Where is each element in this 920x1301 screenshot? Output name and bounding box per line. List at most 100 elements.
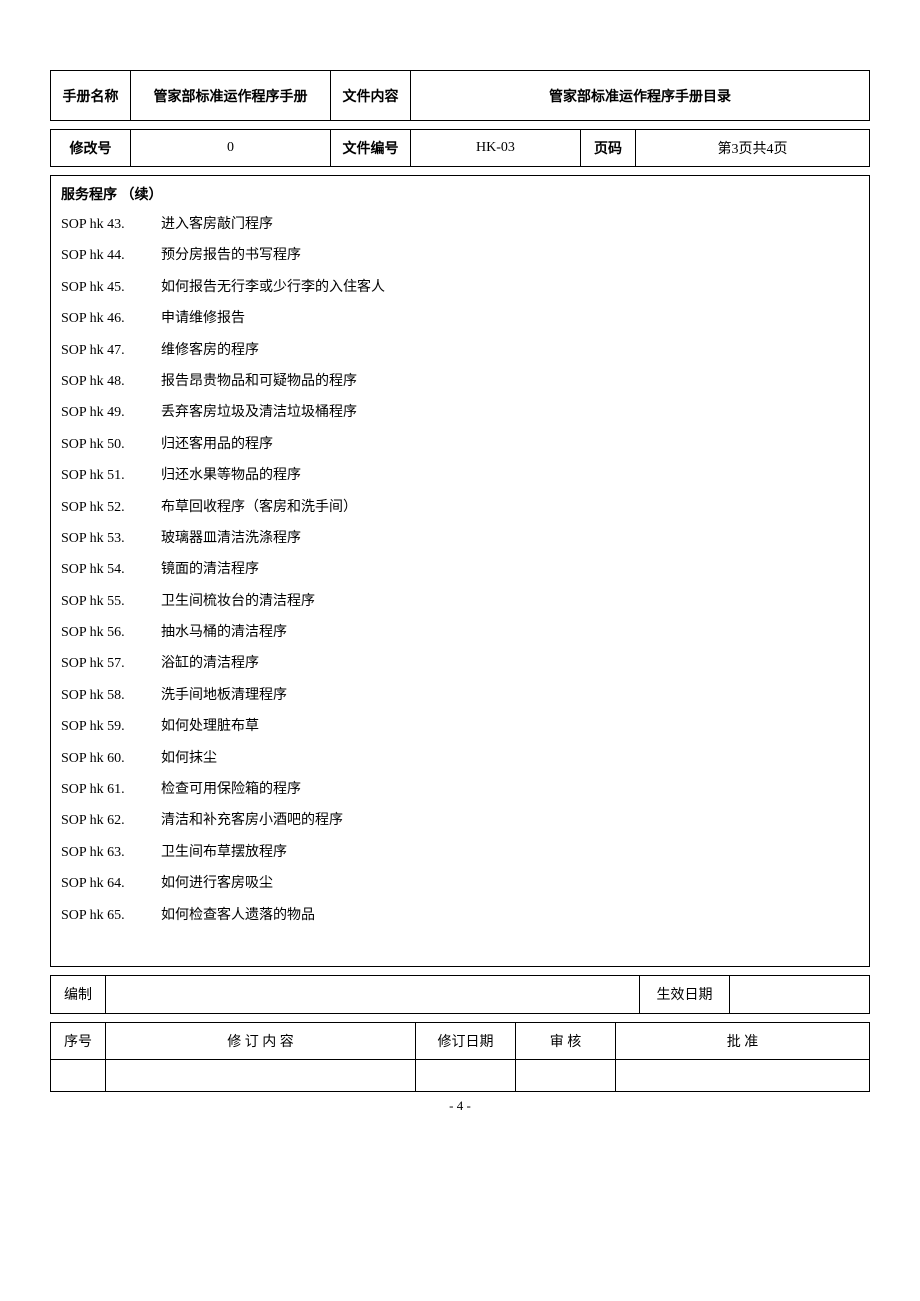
footer-compiled-table: 编制 生效日期 [50,975,870,1014]
sop-desc: 布草回收程序（客房和洗手间） [161,497,859,519]
sop-desc: 如何报告无行李或少行李的入住客人 [161,277,859,299]
sop-code: SOP hk 55. [61,591,161,613]
rev-label: 修改号 [51,130,131,167]
sop-code: SOP hk 61. [61,779,161,801]
sop-list: SOP hk 43.进入客房敲门程序SOP hk 44.预分房报告的书写程序SO… [61,214,859,927]
sop-desc: 如何进行客房吸尘 [161,873,859,895]
effective-date-label: 生效日期 [640,975,730,1013]
revision-row-empty [51,1059,870,1091]
sop-item: SOP hk 64.如何进行客房吸尘 [61,873,859,895]
doc-content-value: 管家部标准运作程序手册目录 [411,71,870,121]
sop-code: SOP hk 49. [61,402,161,424]
sop-item: SOP hk 48.报告昂贵物品和可疑物品的程序 [61,371,859,393]
sop-item: SOP hk 43.进入客房敲门程序 [61,214,859,236]
sop-item: SOP hk 53.玻璃器皿清洁洗涤程序 [61,528,859,550]
sop-desc: 洗手间地板清理程序 [161,685,859,707]
sop-code: SOP hk 44. [61,245,161,267]
page-code-value: 第3页共4页 [636,130,870,167]
sop-code: SOP hk 64. [61,873,161,895]
sop-code: SOP hk 56. [61,622,161,644]
page-number: - 4 - [50,1098,870,1114]
sop-code: SOP hk 43. [61,214,161,236]
sop-code: SOP hk 60. [61,748,161,770]
doc-no-value: HK-03 [411,130,581,167]
sop-code: SOP hk 51. [61,465,161,487]
sop-code: SOP hk 62. [61,810,161,832]
sop-item: SOP hk 46.申请维修报告 [61,308,859,330]
manual-name-label: 手册名称 [51,71,131,121]
sop-desc: 报告昂贵物品和可疑物品的程序 [161,371,859,393]
sop-desc: 预分房报告的书写程序 [161,245,859,267]
sop-desc: 检查可用保险箱的程序 [161,779,859,801]
sop-desc: 抽水马桶的清洁程序 [161,622,859,644]
sop-code: SOP hk 65. [61,905,161,927]
sop-desc: 丢弃客房垃圾及清洁垃圾桶程序 [161,402,859,424]
sop-code: SOP hk 53. [61,528,161,550]
sop-desc: 如何检查客人遗落的物品 [161,905,859,927]
footer-revision-table: 序号 修 订 内 容 修订日期 审 核 批 准 [50,1022,870,1092]
doc-content-label: 文件内容 [331,71,411,121]
sop-item: SOP hk 44.预分房报告的书写程序 [61,245,859,267]
compiled-value [106,975,640,1013]
sop-item: SOP hk 49.丢弃客房垃圾及清洁垃圾桶程序 [61,402,859,424]
sop-desc: 卫生间布草摆放程序 [161,842,859,864]
sop-item: SOP hk 55.卫生间梳妆台的清洁程序 [61,591,859,613]
date-header: 修订日期 [416,1022,516,1059]
sop-item: SOP hk 52.布草回收程序（客房和洗手间） [61,497,859,519]
sop-code: SOP hk 46. [61,308,161,330]
sop-code: SOP hk 63. [61,842,161,864]
sop-code: SOP hk 57. [61,653,161,675]
doc-no-label: 文件编号 [331,130,411,167]
sop-item: SOP hk 57.浴缸的清洁程序 [61,653,859,675]
page-code-label: 页码 [581,130,636,167]
subheader-table: 修改号 0 文件编号 HK-03 页码 第3页共4页 [50,129,870,167]
review-cell [516,1059,616,1091]
content-box: 服务程序 （续） SOP hk 43.进入客房敲门程序SOP hk 44.预分房… [50,175,870,967]
header-table: 手册名称 管家部标准运作程序手册 文件内容 管家部标准运作程序手册目录 [50,70,870,121]
sop-item: SOP hk 51.归还水果等物品的程序 [61,465,859,487]
sop-code: SOP hk 54. [61,559,161,581]
sop-code: SOP hk 58. [61,685,161,707]
sop-desc: 镜面的清洁程序 [161,559,859,581]
sop-code: SOP hk 47. [61,340,161,362]
approve-cell [616,1059,870,1091]
sop-desc: 维修客房的程序 [161,340,859,362]
sop-item: SOP hk 54.镜面的清洁程序 [61,559,859,581]
sop-item: SOP hk 61.检查可用保险箱的程序 [61,779,859,801]
sop-item: SOP hk 50.归还客用品的程序 [61,434,859,456]
sop-desc: 玻璃器皿清洁洗涤程序 [161,528,859,550]
section-title: 服务程序 （续） [61,184,859,204]
sop-item: SOP hk 59.如何处理脏布草 [61,716,859,738]
sop-item: SOP hk 60.如何抹尘 [61,748,859,770]
sop-desc: 归还水果等物品的程序 [161,465,859,487]
sop-code: SOP hk 50. [61,434,161,456]
sop-code: SOP hk 52. [61,497,161,519]
sop-desc: 进入客房敲门程序 [161,214,859,236]
approve-header: 批 准 [616,1022,870,1059]
sop-code: SOP hk 59. [61,716,161,738]
sop-item: SOP hk 56.抽水马桶的清洁程序 [61,622,859,644]
sop-item: SOP hk 63.卫生间布草摆放程序 [61,842,859,864]
sop-desc: 如何处理脏布草 [161,716,859,738]
sop-desc: 卫生间梳妆台的清洁程序 [161,591,859,613]
effective-date-value [730,975,870,1013]
content-cell [106,1059,416,1091]
sop-code: SOP hk 45. [61,277,161,299]
sop-desc: 如何抹尘 [161,748,859,770]
sop-desc: 申请维修报告 [161,308,859,330]
seq-cell [51,1059,106,1091]
sop-item: SOP hk 45.如何报告无行李或少行李的入住客人 [61,277,859,299]
sop-desc: 清洁和补充客房小酒吧的程序 [161,810,859,832]
sop-code: SOP hk 48. [61,371,161,393]
sop-desc: 浴缸的清洁程序 [161,653,859,675]
sop-item: SOP hk 62.清洁和补充客房小酒吧的程序 [61,810,859,832]
seq-header: 序号 [51,1022,106,1059]
sop-item: SOP hk 47.维修客房的程序 [61,340,859,362]
sop-item: SOP hk 65.如何检查客人遗落的物品 [61,905,859,927]
content-header: 修 订 内 容 [106,1022,416,1059]
compiled-label: 编制 [51,975,106,1013]
review-header: 审 核 [516,1022,616,1059]
date-cell [416,1059,516,1091]
manual-name-value: 管家部标准运作程序手册 [131,71,331,121]
sop-desc: 归还客用品的程序 [161,434,859,456]
